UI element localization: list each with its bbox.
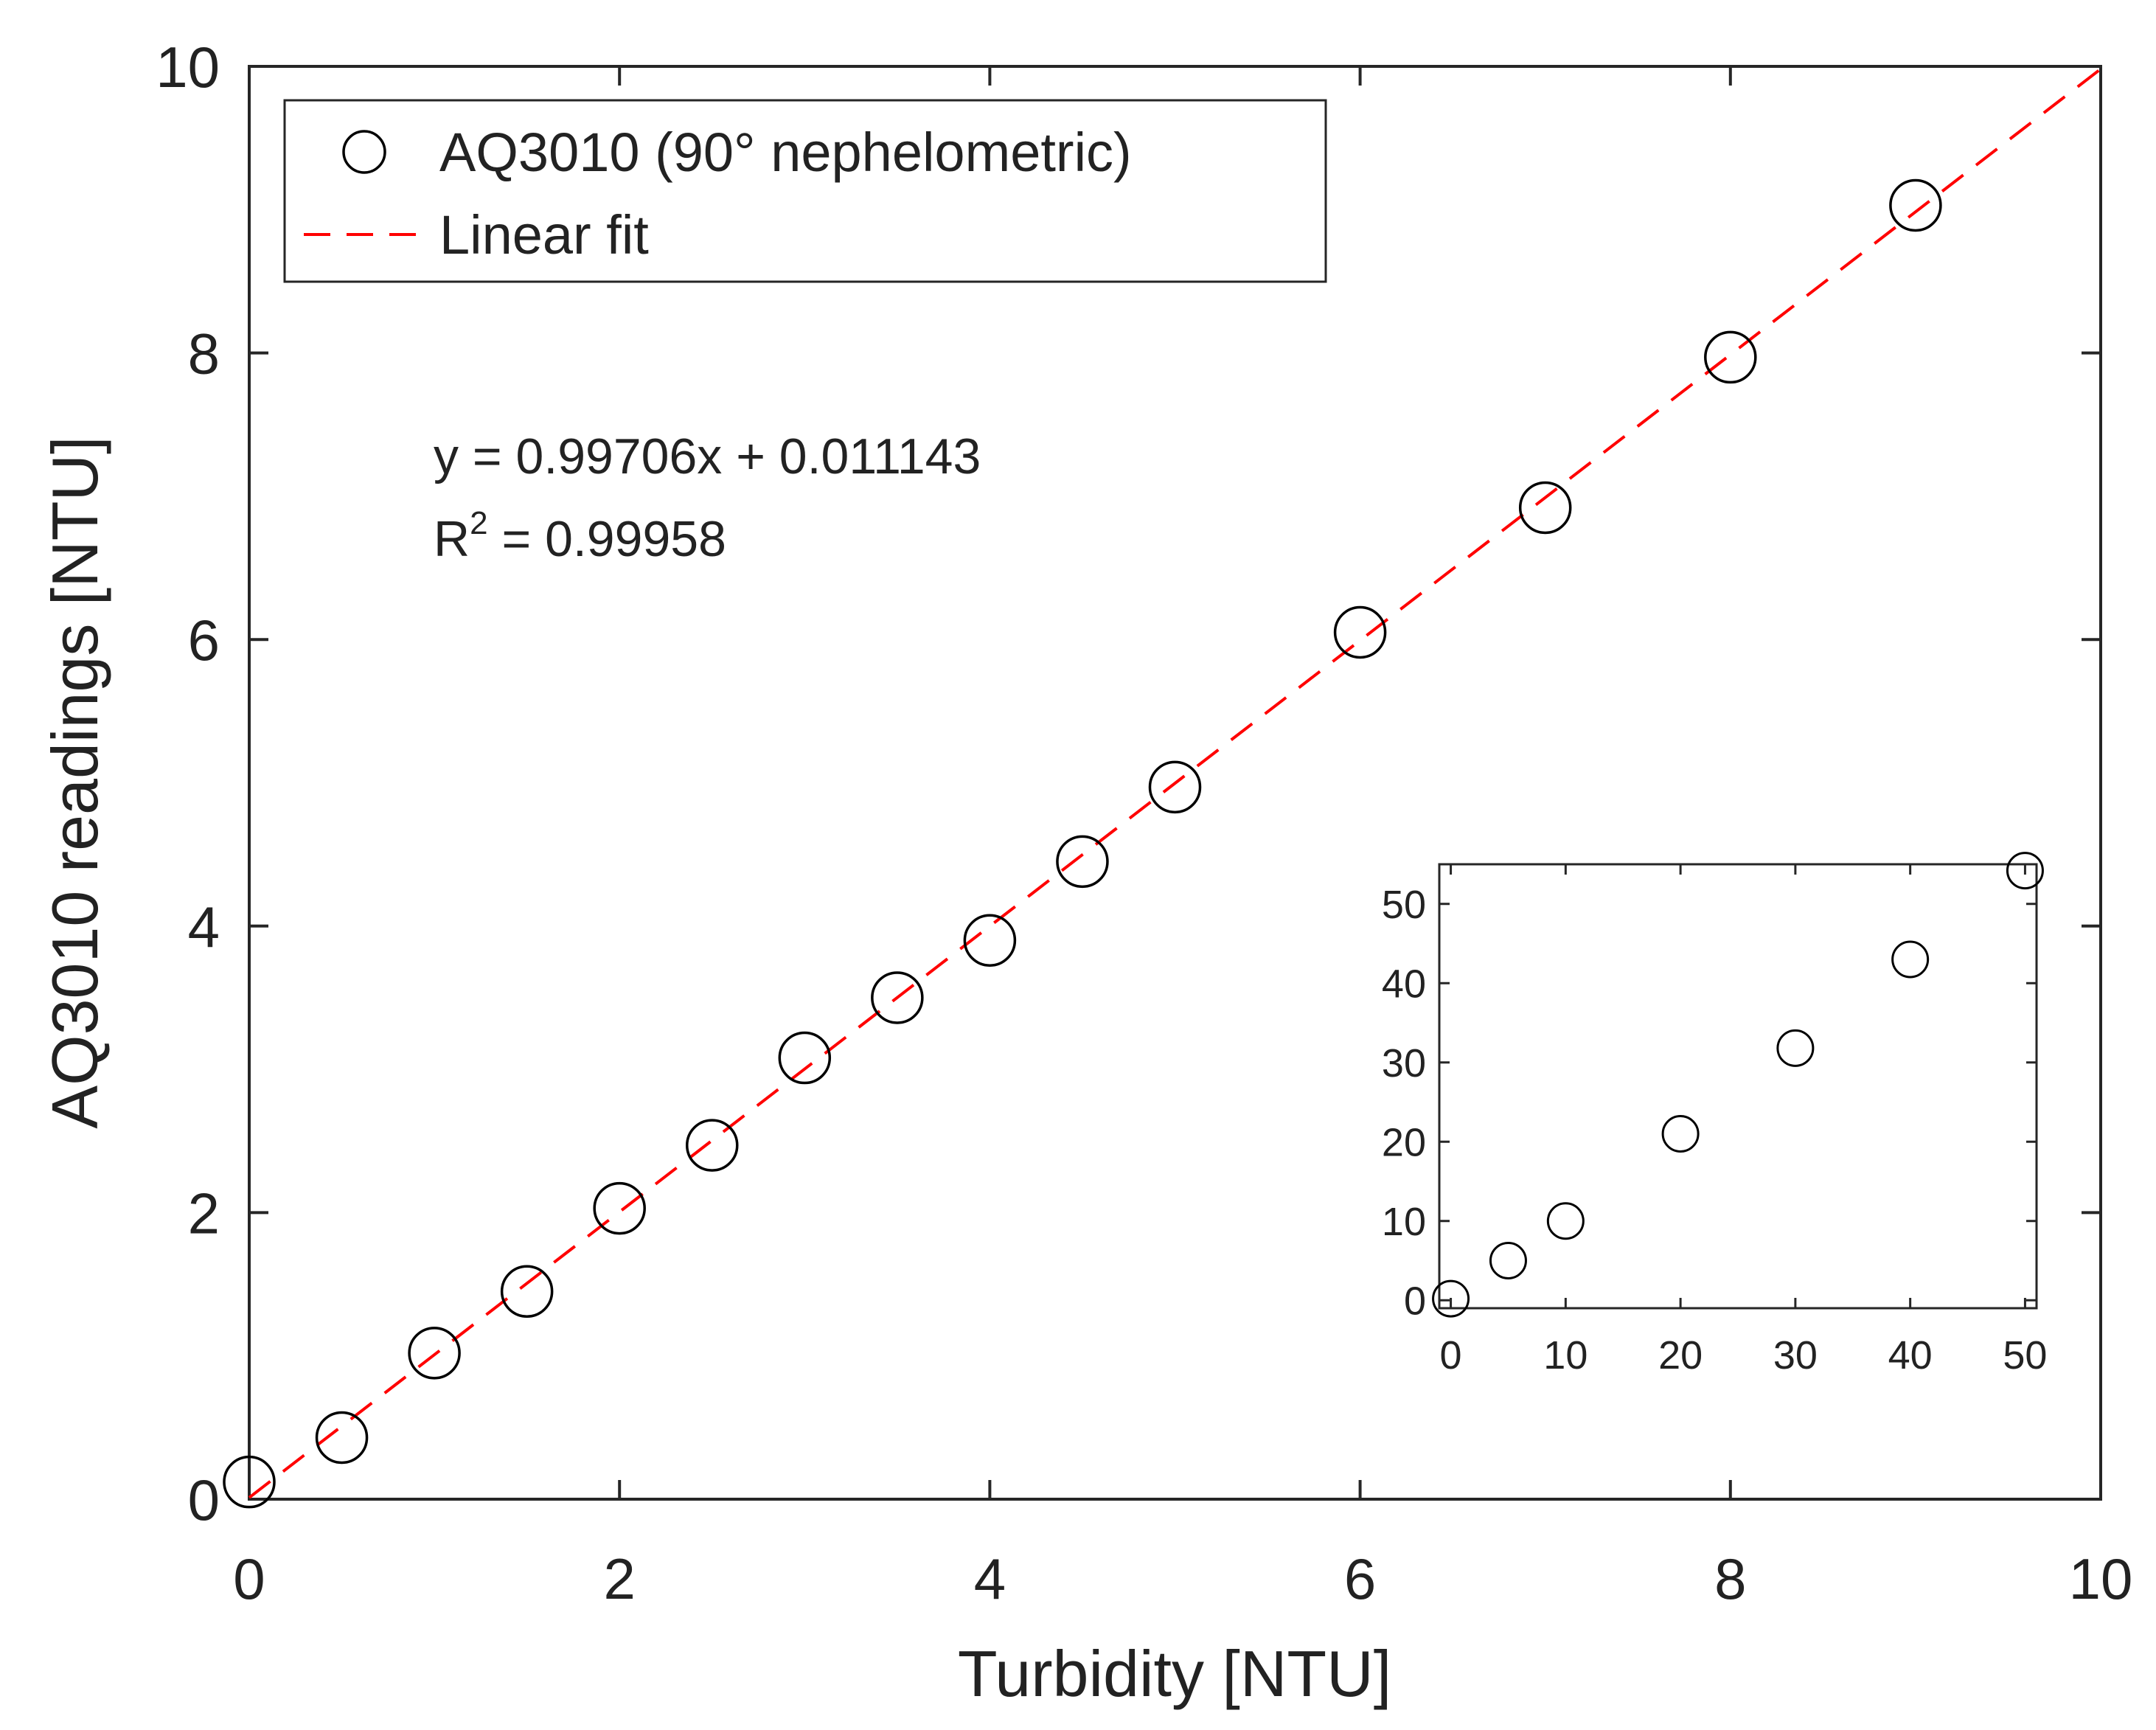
inset-y-tick-label: 10 — [1382, 1200, 1426, 1244]
y-tick-label: 4 — [188, 894, 220, 959]
data-point — [315, 1411, 369, 1465]
inset-x-tick-label: 20 — [1658, 1333, 1703, 1378]
x-tick-label: 6 — [1344, 1546, 1376, 1611]
data-point — [778, 1031, 832, 1085]
main-plot-frame — [248, 65, 2102, 1501]
legend: AQ3010 (90° nephelometric) Linear fit — [283, 99, 1327, 283]
data-point — [1333, 605, 1387, 659]
inset-plot-frame — [1438, 863, 2038, 1310]
inset-data-point — [1432, 1279, 1470, 1318]
inset-data-point — [1776, 1029, 1815, 1067]
main-y-tick-labels: 0 2 4 6 8 10 — [156, 35, 220, 1532]
data-point — [1518, 481, 1572, 535]
y-tick-label: 10 — [156, 35, 220, 100]
x-axis-label: Turbidity [NTU] — [958, 1637, 1391, 1710]
x-tick-label: 4 — [974, 1546, 1006, 1611]
data-point — [408, 1327, 461, 1380]
inset-y-tick-label: 20 — [1382, 1120, 1426, 1164]
inset-y-tick-label: 50 — [1382, 883, 1426, 927]
data-point — [1704, 330, 1757, 384]
y-tick-label: 8 — [188, 322, 220, 386]
inset-data-point — [2006, 852, 2044, 890]
inset-chart: 0 10 20 30 40 50 0 10 20 30 40 50 — [1382, 852, 2048, 1378]
y-tick-label: 0 — [188, 1467, 220, 1532]
fit-equation: y = 0.99706x + 0.011143 — [434, 428, 981, 484]
y-tick-label: 2 — [188, 1181, 220, 1246]
legend-entry-linear-fit: Linear fit — [439, 204, 649, 265]
y-axis-label: AQ3010 readings [NTU] — [38, 436, 111, 1128]
inset-x-tick-labels: 0 10 20 30 40 50 — [1440, 1333, 2048, 1378]
main-tick-marks — [248, 65, 2102, 1501]
main-x-tick-labels: 0 2 4 6 8 10 — [233, 1546, 2132, 1611]
inset-scatter-series — [1432, 852, 2044, 1318]
inset-x-tick-label: 10 — [1543, 1333, 1588, 1378]
inset-data-point — [1489, 1242, 1527, 1279]
data-point — [593, 1181, 646, 1235]
inset-data-point — [1546, 1202, 1585, 1240]
inset-x-tick-label: 30 — [1773, 1333, 1818, 1378]
data-point — [963, 914, 1017, 967]
inset-data-point — [1891, 940, 1930, 979]
legend-entry-scatter: AQ3010 (90° nephelometric) — [439, 122, 1132, 183]
data-point — [1148, 760, 1202, 814]
inset-y-tick-label: 30 — [1382, 1041, 1426, 1085]
inset-x-tick-label: 50 — [2003, 1333, 2047, 1378]
r-squared-prefix: R — [434, 511, 470, 567]
inset-y-tick-label: 0 — [1404, 1279, 1426, 1323]
x-tick-label: 10 — [2069, 1546, 2133, 1611]
r-squared-superscript: 2 — [470, 505, 487, 541]
data-point — [500, 1265, 554, 1319]
y-tick-label: 6 — [188, 608, 220, 673]
data-point — [223, 1455, 276, 1509]
inset-data-point — [1661, 1115, 1700, 1153]
main-scatter-series — [223, 178, 1942, 1509]
x-tick-label: 0 — [233, 1546, 265, 1611]
legend-marker-circle — [342, 130, 386, 174]
x-tick-label: 8 — [1714, 1546, 1746, 1611]
inset-y-tick-label: 40 — [1382, 962, 1426, 1006]
legend-box — [283, 99, 1327, 283]
data-point — [686, 1119, 739, 1172]
data-point — [1889, 178, 1942, 232]
inset-x-tick-label: 40 — [1888, 1333, 1933, 1378]
data-point — [871, 971, 924, 1024]
linear-fit-line — [248, 67, 2102, 1499]
r-squared-value: = 0.99958 — [488, 511, 726, 567]
data-point — [1056, 835, 1109, 889]
r-squared-annotation: R2 = 0.99958 — [434, 505, 726, 567]
x-tick-label: 2 — [604, 1546, 636, 1611]
inset-x-tick-label: 0 — [1440, 1333, 1462, 1378]
inset-y-tick-labels: 0 10 20 30 40 50 — [1382, 883, 1426, 1324]
inset-tick-marks — [1439, 864, 2037, 1308]
